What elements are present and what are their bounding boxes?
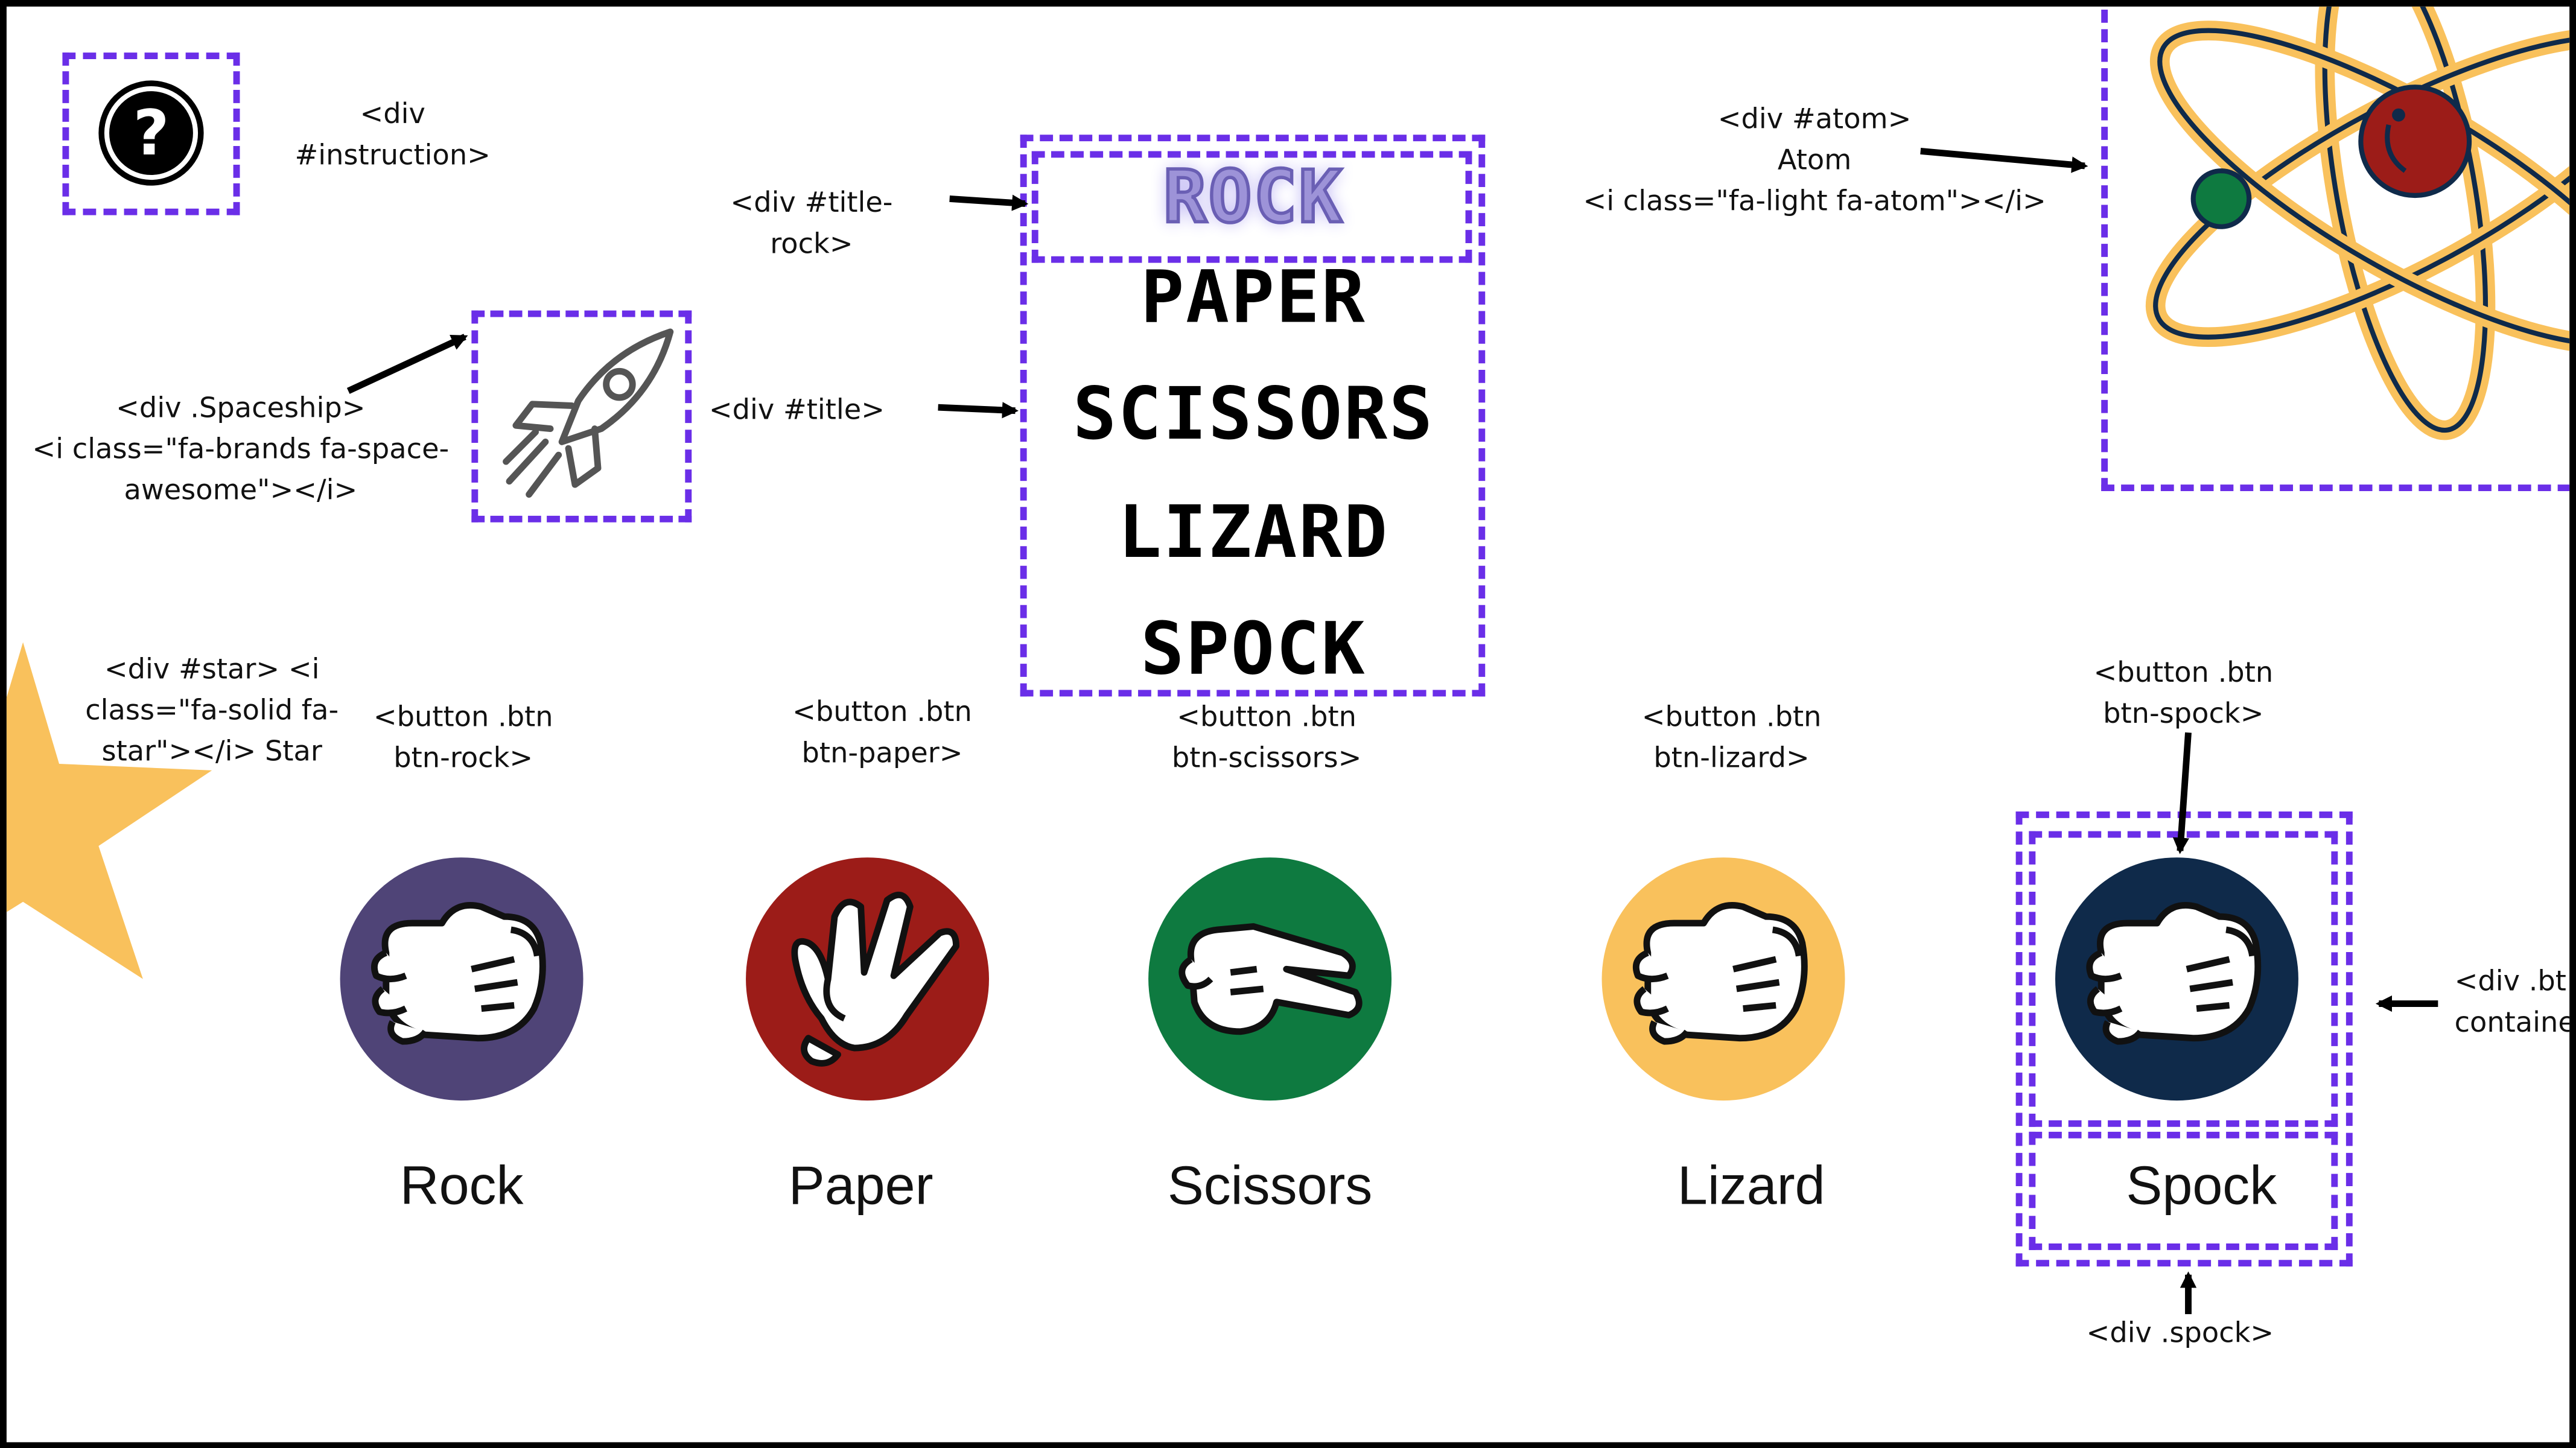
btn-lizard-label: <button .btn btn-lizard> xyxy=(1641,701,1822,776)
lizard-button[interactable] xyxy=(1601,857,1845,1101)
lizard-caption: Lizard xyxy=(1677,1154,1825,1216)
title-word-lizard: LIZARD xyxy=(1118,491,1389,575)
btn-spock-label: <button .btn btn-spock> xyxy=(2093,657,2274,731)
fist-icon xyxy=(370,902,546,1045)
fist-icon xyxy=(1632,902,1808,1045)
paper-button[interactable] xyxy=(746,857,990,1101)
btn-rock-label: <button .btn btn-rock> xyxy=(373,701,553,776)
svg-text:?: ? xyxy=(133,97,169,170)
arrow-spaceship xyxy=(346,334,468,394)
open-hand-icon xyxy=(791,891,959,1067)
rock-button[interactable] xyxy=(340,857,584,1101)
spock-div-label: <div .spock> xyxy=(2086,1317,2274,1350)
title-rock-box xyxy=(1031,151,1472,263)
star-label: <div #star> <i class="fa-solid fa-star"><… xyxy=(85,653,339,769)
atom-label: <div #atom> Atom <i class="fa-light fa-ato… xyxy=(1583,103,2046,219)
spaceship-label: <div .Spaceship> <i class="fa-brands fa-s… xyxy=(32,392,450,508)
spock-div-box xyxy=(2029,1131,2338,1250)
spaceship-box xyxy=(471,310,692,522)
rocket-icon[interactable] xyxy=(496,327,676,504)
atom-icon[interactable] xyxy=(2110,6,2570,500)
star-icon[interactable] xyxy=(6,639,220,984)
instruction-box xyxy=(62,52,240,215)
title-box xyxy=(1020,135,1486,697)
title-words: ROCK PAPER SCISSORS LIZARD SPOCK xyxy=(1023,7,1483,713)
question-icon[interactable]: ? xyxy=(95,77,207,189)
arrow-title-rock xyxy=(949,194,1029,211)
title-rock-label: <div #title-rock> xyxy=(730,187,893,261)
paper-caption: Paper xyxy=(788,1154,933,1216)
spock-button[interactable] xyxy=(2055,857,2298,1101)
arrow-title xyxy=(938,402,1019,419)
container-label: <div .bt containe xyxy=(2454,965,2575,1040)
scissors-caption: Scissors xyxy=(1167,1154,1373,1216)
spock-caption: Spock xyxy=(2126,1154,2277,1216)
title-word-rock: ROCK xyxy=(1162,155,1344,241)
btn-scissors-label: <button .btn btn-scissors> xyxy=(1171,701,1362,776)
title-word-paper: PAPER xyxy=(1140,256,1367,340)
instruction-label: <div #instruction> xyxy=(294,98,491,173)
rock-caption: Rock xyxy=(399,1154,524,1216)
scissors-button[interactable] xyxy=(1148,857,1392,1101)
title-word-spock: SPOCK xyxy=(1140,608,1367,692)
title-word-scissors: SCISSORS xyxy=(1072,373,1434,457)
fist-icon xyxy=(2086,902,2262,1045)
scissors-hand-icon xyxy=(1178,923,1363,1035)
title-label: <div #title> xyxy=(708,394,885,427)
btn-paper-label: <button .btn btn-paper> xyxy=(792,696,972,770)
atom-box xyxy=(2101,6,2570,492)
